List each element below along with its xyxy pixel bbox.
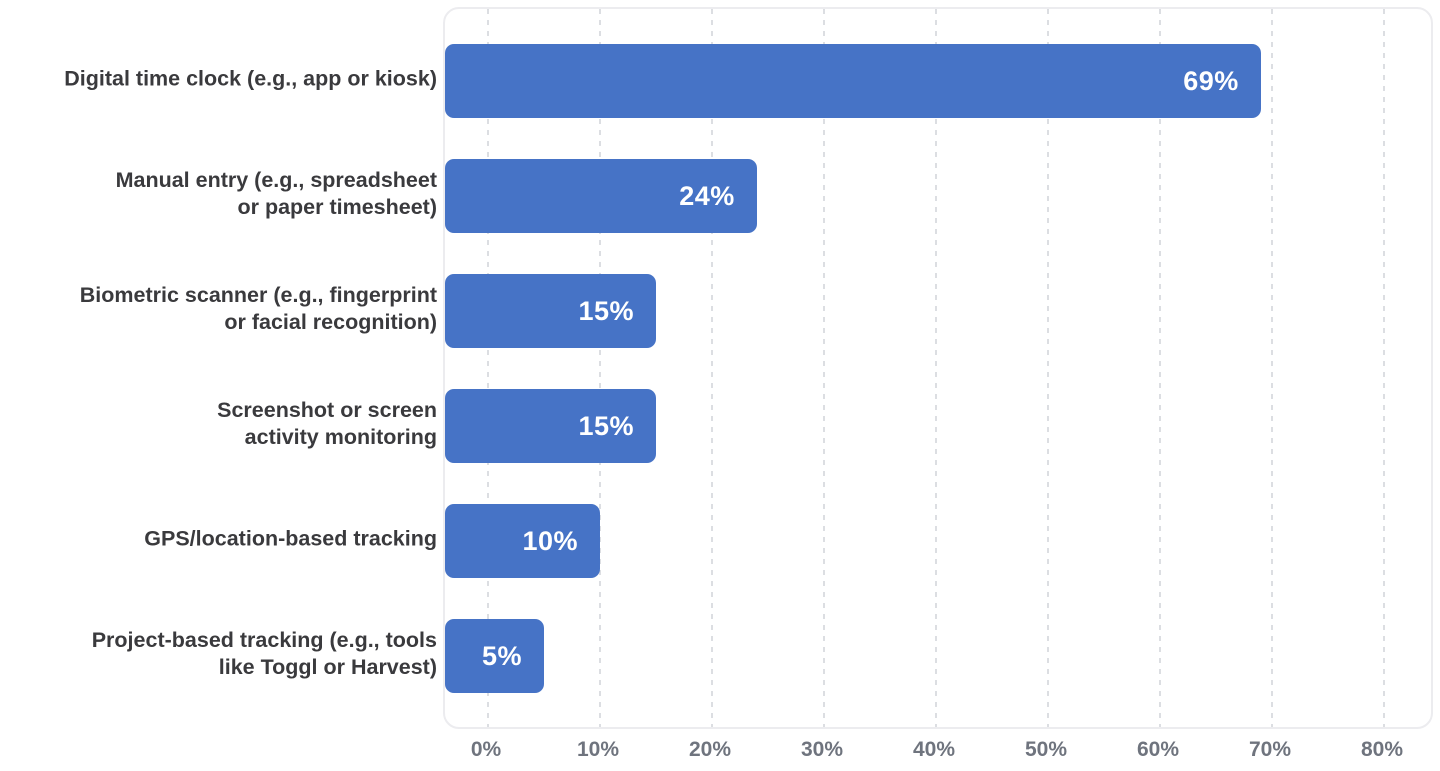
category-label-line: like Toggl or Harvest) — [218, 655, 437, 679]
x-axis: 0% 10% 20% 30% 40% 50% 60% 70% 80% — [0, 738, 1440, 768]
bar-value-label: 10% — [522, 525, 578, 556]
bar: 15% — [445, 389, 656, 463]
bar-value-label: 24% — [679, 180, 735, 211]
bar-row: 15% — [445, 389, 1431, 463]
gridline-80% — [1383, 9, 1385, 727]
x-tick-label: 40% — [912, 738, 956, 761]
gridline-60% — [1159, 9, 1161, 727]
category-label-line: activity monitoring — [244, 425, 437, 449]
gridline-0% — [487, 9, 489, 727]
plot-area: 69% 24% 15% 15% 10% 5% — [443, 7, 1433, 729]
category-label: Biometric scanner (e.g., fingerprint or f… — [80, 282, 437, 336]
category-label-line: or facial recognition) — [224, 310, 437, 334]
category-label-line: Biometric scanner (e.g., fingerprint — [79, 283, 437, 307]
bar-row: 5% — [445, 619, 1431, 693]
bar-row: 24% — [445, 159, 1431, 233]
category-label-line: Project-based tracking (e.g., tools — [91, 628, 437, 652]
category-label: Digital time clock (e.g., app or kiosk) — [64, 66, 437, 93]
gridline-40% — [935, 9, 937, 727]
category-label-line: Manual entry (e.g., spreadsheet — [115, 168, 437, 192]
category-label: Screenshot or screen activity monitoring — [217, 397, 437, 451]
category-label: Manual entry (e.g., spreadsheet or paper … — [116, 167, 437, 221]
category-label-line: GPS/location-based tracking — [144, 526, 437, 551]
bar-value-label: 69% — [1183, 65, 1239, 96]
bar: 5% — [445, 619, 544, 693]
x-tick-label: 80% — [1360, 738, 1404, 761]
category-label-line: Screenshot or screen — [217, 398, 437, 422]
gridline-20% — [711, 9, 713, 727]
bar: 15% — [445, 274, 656, 348]
x-tick-label: 10% — [576, 738, 620, 761]
category-label: GPS/location-based tracking — [144, 526, 437, 553]
gridline-30% — [823, 9, 825, 727]
x-tick-label: 60% — [1136, 738, 1180, 761]
category-label-line: Digital time clock (e.g., app or kiosk) — [64, 66, 437, 91]
x-tick-label: 30% — [800, 738, 844, 761]
bar-row: 10% — [445, 504, 1431, 578]
category-label: Project-based tracking (e.g., tools like … — [92, 627, 437, 681]
bar-row: 69% — [445, 44, 1431, 118]
bar: 24% — [445, 159, 757, 233]
bar-value-label: 15% — [578, 295, 634, 326]
gridline-10% — [599, 9, 601, 727]
gridline-50% — [1047, 9, 1049, 727]
bar-value-label: 15% — [578, 410, 634, 441]
bar: 69% — [445, 44, 1261, 118]
x-tick-label: 50% — [1024, 738, 1068, 761]
x-tick-label: 20% — [688, 738, 732, 761]
bar-value-label: 5% — [481, 640, 522, 671]
bar-row: 15% — [445, 274, 1431, 348]
category-label-line: or paper timesheet) — [237, 195, 437, 219]
category-label-column: Digital time clock (e.g., app or kiosk) M… — [0, 0, 437, 771]
gridline-70% — [1271, 9, 1273, 727]
x-tick-label: 70% — [1248, 738, 1292, 761]
x-tick-label: 0% — [470, 738, 502, 761]
bar: 10% — [445, 504, 600, 578]
